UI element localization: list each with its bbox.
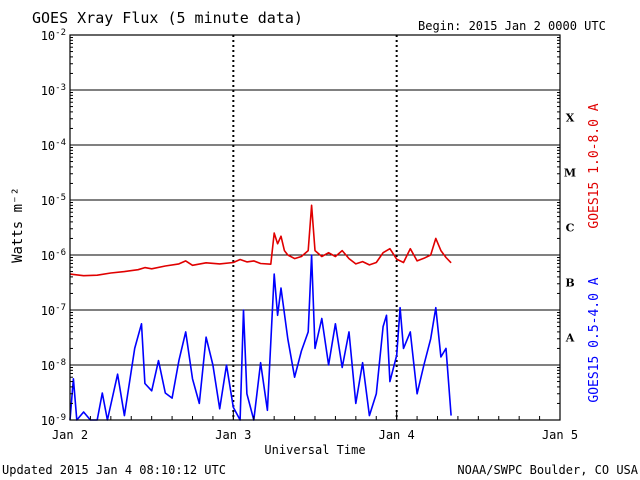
flare-class-labels: X M C B A <box>564 112 576 345</box>
legend-series-short: GOES15 0.5-4.0 A <box>587 277 602 402</box>
flare-class-label: A <box>565 332 575 345</box>
flare-class-label: M <box>564 167 576 180</box>
series-layer <box>69 204 452 421</box>
y-tick-label: 10-7 <box>41 303 66 318</box>
x-tick-label: Jan 3 <box>215 428 251 442</box>
flare-class-label: C <box>566 222 575 235</box>
y-axis-label: Watts m⁻² <box>10 187 26 263</box>
x-axis-ticks: Jan 2 Jan 3 Jan 4 Jan 5 <box>52 412 578 442</box>
legend-series-long: GOES15 1.0-8.0 A <box>587 103 602 228</box>
y-axis-ticks: 10-2 10-3 10-4 10-5 10-6 10-7 10-8 10-9 <box>41 28 560 428</box>
y-tick-label: 10-2 <box>41 28 66 43</box>
series-line-short-wave <box>69 254 452 421</box>
y-tick-label: 10-5 <box>41 193 66 208</box>
flare-class-label: X <box>566 112 575 125</box>
flare-class-label: B <box>565 277 574 290</box>
series-line-long-wave <box>69 204 452 277</box>
x-tick-label: Jan 2 <box>52 428 88 442</box>
y-tick-label: 10-4 <box>41 138 66 153</box>
chart-title: GOES Xray Flux (5 minute data) <box>32 9 303 27</box>
updated-timestamp: Updated 2015 Jan 4 08:10:12 UTC <box>2 463 226 477</box>
y-tick-label: 10-3 <box>41 83 66 98</box>
y-tick-label: 10-9 <box>41 413 66 428</box>
y-tick-label: 10-6 <box>41 248 66 263</box>
credit-label: NOAA/SWPC Boulder, CO USA <box>457 463 638 477</box>
x-axis-label: Universal Time <box>264 443 365 457</box>
x-tick-label: Jan 4 <box>379 428 415 442</box>
begin-label: Begin: 2015 Jan 2 0000 UTC <box>418 19 606 33</box>
y-tick-label: 10-8 <box>41 358 66 373</box>
x-tick-label: Jan 5 <box>542 428 578 442</box>
